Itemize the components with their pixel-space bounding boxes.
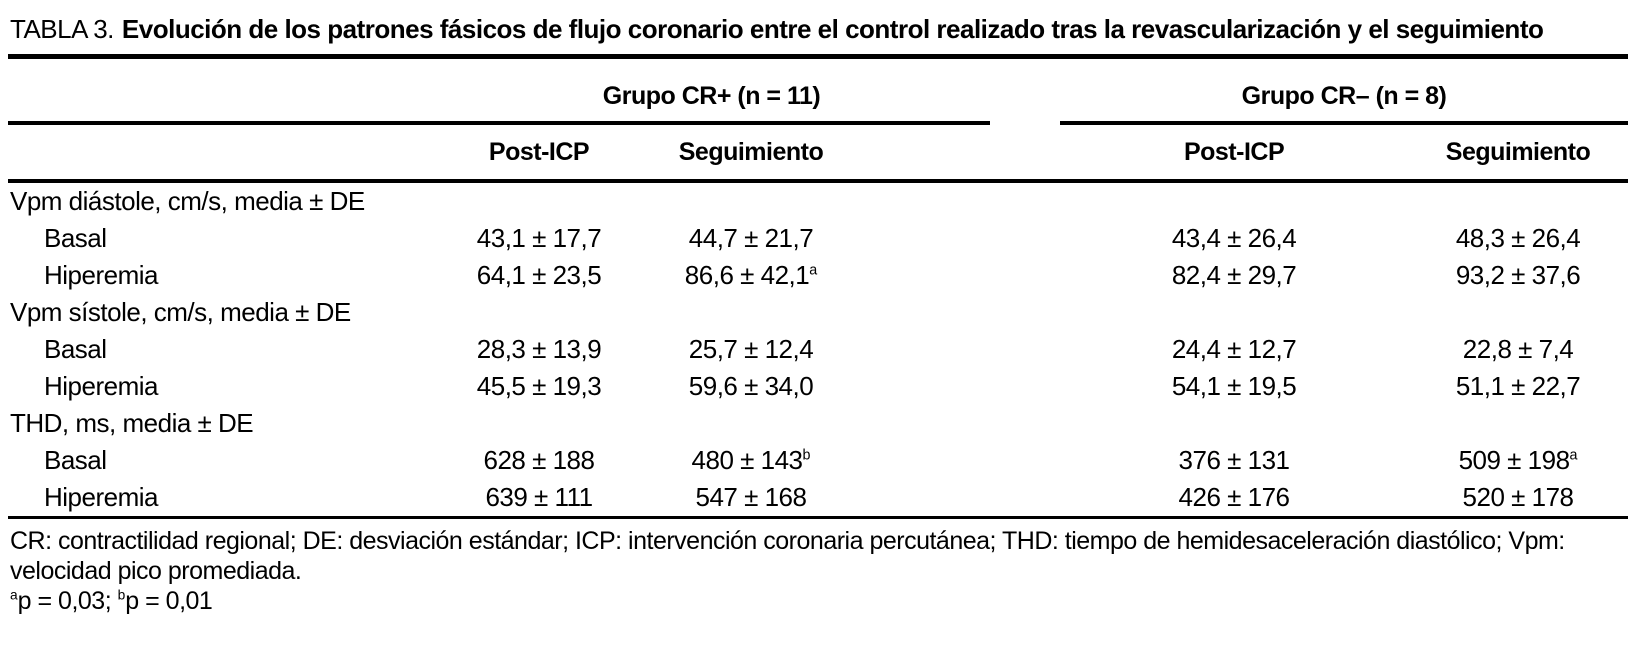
spacer-cell (857, 181, 990, 220)
spacer-cell (990, 123, 1061, 183)
value-cell: 480 ± 143b (691, 445, 811, 475)
value-cell: 509 ± 198a (1458, 445, 1578, 475)
column-header-spacer (8, 123, 433, 183)
spacer-cell (857, 405, 990, 442)
value-cell: 376 ± 131 (1178, 445, 1290, 475)
row-label: THD, ms, media ± DE (10, 408, 254, 438)
value-cell: 44,7 ± 21,7 (688, 223, 814, 253)
value-cell: 64,1 ± 23,5 (476, 260, 602, 290)
value-cell: 22,8 ± 7,4 (1462, 334, 1574, 364)
column-header-post-icp-crplus: Post-ICP (433, 123, 645, 183)
group-gap (990, 57, 1060, 124)
data-row-diastole-hiperemia: Hiperemia 64,1 ± 23,5 86,6 ± 42,1a 82,4 … (8, 257, 1628, 294)
spacer-cell (857, 257, 990, 294)
value-cell: 628 ± 188 (483, 445, 595, 475)
group-header-cr-plus: Grupo CR+ (n = 11) (433, 56, 991, 125)
row-label: Hiperemia (44, 371, 159, 401)
row-label: Basal (44, 223, 107, 253)
value-cell: 86,6 ± 42,1a (684, 260, 818, 290)
data-row-diastole-basal: Basal 43,1 ± 17,7 44,7 ± 21,7 43,4 ± 26,… (8, 220, 1628, 257)
data-row-thd-basal: Basal 628 ± 188 480 ± 143b 376 ± 131 509… (8, 442, 1628, 479)
section-row-vpm-diastole: Vpm diástole, cm/s, media ± DE (8, 181, 1628, 220)
value-cell: 43,1 ± 17,7 (476, 223, 602, 253)
spacer-cell (857, 479, 990, 518)
row-label: Vpm sístole, cm/s, media ± DE (10, 297, 351, 327)
column-header-post-icp-crminus: Post-ICP (1060, 123, 1409, 183)
group-header-spacer (8, 56, 433, 125)
spacer-cell (857, 368, 990, 405)
value-cell: 24,4 ± 12,7 (1171, 334, 1297, 364)
table-title: TABLA 3. Evolución de los patrones fásico… (10, 10, 1600, 48)
spacer-cell (990, 220, 1060, 257)
spacer-cell (990, 479, 1060, 518)
spacer-cell (990, 442, 1060, 479)
significance-note: ap = 0,03; bp = 0,01 (10, 587, 213, 615)
spacer-cell (857, 123, 991, 183)
value-cell: 93,2 ± 37,6 (1455, 260, 1581, 290)
spacer-cell (857, 442, 990, 479)
row-label: Hiperemia (44, 482, 159, 512)
spacer-cell (857, 331, 990, 368)
spacer-cell (990, 331, 1060, 368)
row-label: Basal (44, 334, 107, 364)
table-footnotes: CR: contractilidad regional; DE: desviac… (10, 526, 1624, 616)
value-cell: 45,5 ± 19,3 (476, 371, 602, 401)
column-header-seguimiento-crminus: Seguimiento (1408, 123, 1629, 183)
value-cell: 28,3 ± 13,9 (476, 334, 602, 364)
flow-patterns-table: Grupo CR+ (n = 11) Grupo CR– (n = 8) Pos… (8, 54, 1629, 519)
spacer-cell (990, 257, 1060, 294)
value-cell: 59,6 ± 34,0 (688, 371, 814, 401)
spacer-cell (857, 220, 990, 257)
value-cell: 426 ± 176 (1178, 482, 1290, 512)
row-label: Vpm diástole, cm/s, media ± DE (10, 186, 365, 216)
value-cell: 48,3 ± 26,4 (1455, 223, 1581, 253)
table-number-label: TABLA 3. (10, 14, 114, 44)
table-title-text: Evolución de los patrones fásicos de flu… (121, 14, 1544, 44)
column-header-row: Post-ICP Seguimiento Post-ICP Seguimient… (8, 123, 1629, 183)
data-row-thd-hiperemia: Hiperemia 639 ± 111 547 ± 168 426 ± 176 … (8, 479, 1628, 518)
value-cell: 639 ± 111 (485, 482, 593, 512)
data-row-sistole-hiperemia: Hiperemia 45,5 ± 19,3 59,6 ± 34,0 54,1 ±… (8, 368, 1628, 405)
value-cell: 25,7 ± 12,4 (688, 334, 814, 364)
column-header-seguimiento-crplus: Seguimiento (645, 123, 857, 183)
row-label: Basal (44, 445, 107, 475)
spacer-cell (990, 368, 1060, 405)
section-row-thd: THD, ms, media ± DE (8, 405, 1628, 442)
value-cell: 54,1 ± 19,5 (1171, 371, 1297, 401)
spacer-cell (990, 181, 1060, 220)
spacer-cell (857, 294, 990, 331)
group-header-cr-minus: Grupo CR– (n = 8) (1060, 56, 1629, 125)
journal-table-page: TABLA 3. Evolución de los patrones fásico… (8, 10, 1629, 616)
value-cell: 547 ± 168 (695, 482, 807, 512)
abbreviations-note: CR: contractilidad regional; DE: desviac… (10, 527, 1565, 585)
row-label: Hiperemia (44, 260, 159, 290)
section-row-vpm-sistole: Vpm sístole, cm/s, media ± DE (8, 294, 1628, 331)
data-row-sistole-basal: Basal 28,3 ± 13,9 25,7 ± 12,4 24,4 ± 12,… (8, 331, 1628, 368)
spacer-cell (990, 294, 1060, 331)
group-header-row: Grupo CR+ (n = 11) Grupo CR– (n = 8) (8, 56, 1629, 125)
value-cell: 43,4 ± 26,4 (1171, 223, 1297, 253)
value-cell: 520 ± 178 (1462, 482, 1574, 512)
spacer-cell (990, 405, 1060, 442)
value-cell: 51,1 ± 22,7 (1455, 371, 1581, 401)
value-cell: 82,4 ± 29,7 (1171, 260, 1297, 290)
